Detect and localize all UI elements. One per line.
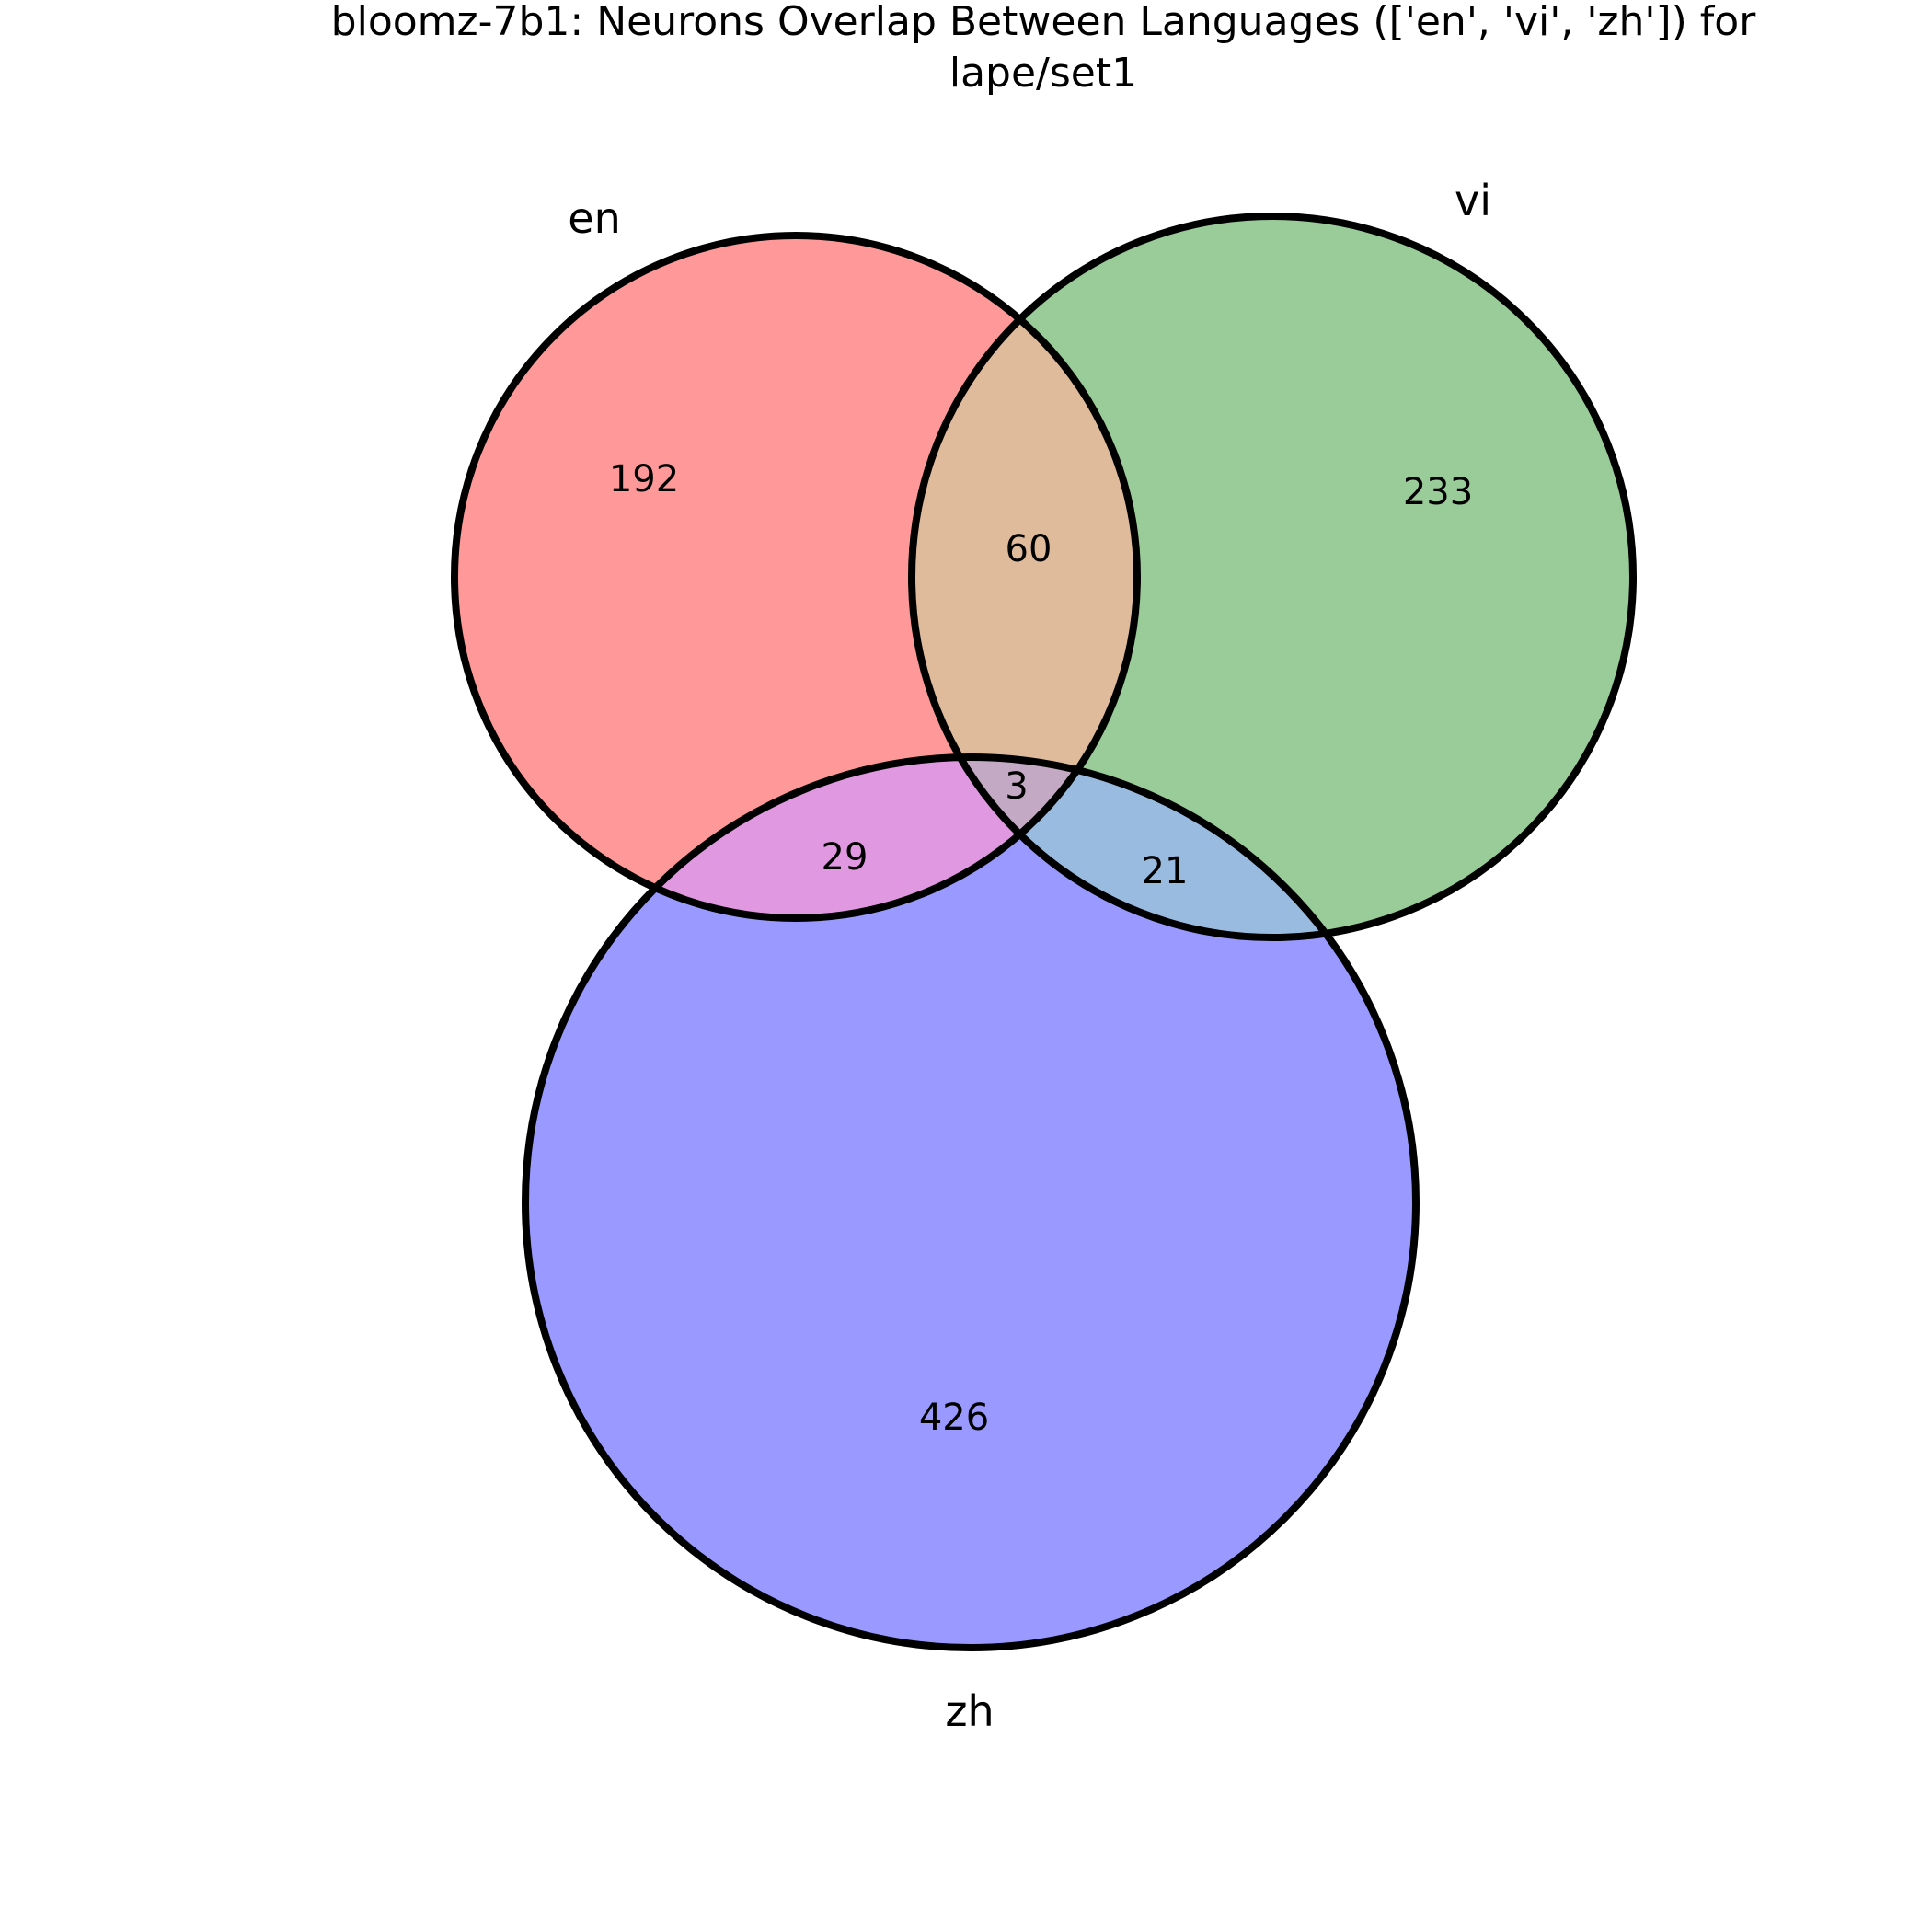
count-en-vi: 60 bbox=[1006, 528, 1052, 570]
set-zh-fill bbox=[525, 757, 1416, 1648]
set-vi-outline bbox=[908, 213, 1637, 941]
count-vi-zh: 21 bbox=[1142, 850, 1189, 892]
count-en-zh: 29 bbox=[822, 836, 868, 879]
count-vi-only: 233 bbox=[1403, 471, 1473, 513]
set-label-zh: zh bbox=[945, 1686, 994, 1736]
set-label-en: en bbox=[568, 193, 620, 243]
set-label-vi: vi bbox=[1455, 176, 1491, 225]
set-vi-fill bbox=[912, 216, 1633, 937]
set-zh-outline bbox=[522, 753, 1420, 1651]
chart-title-line-1: bloomz-7b1: Neurons Overlap Between Lang… bbox=[331, 0, 1757, 45]
chart-title-line-2: lape/set1 bbox=[949, 50, 1137, 97]
count-en-only: 192 bbox=[609, 458, 679, 500]
set-en-outline bbox=[451, 232, 1141, 922]
count-zh-only: 426 bbox=[919, 1397, 989, 1439]
count-en-vi-zh: 3 bbox=[1005, 765, 1028, 808]
